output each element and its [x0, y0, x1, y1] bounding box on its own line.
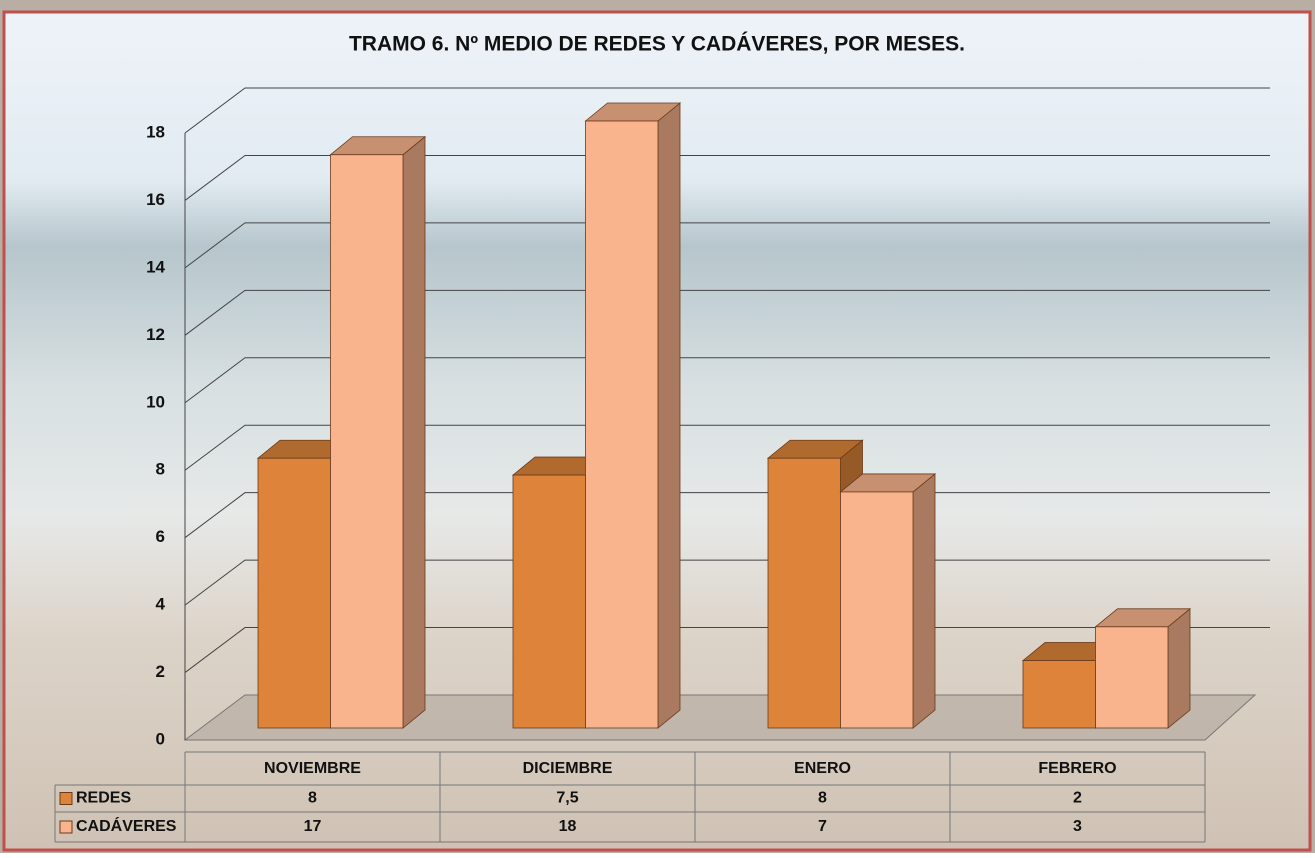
y-tick-label: 10	[146, 392, 165, 411]
data-label: 8	[308, 790, 317, 807]
bar-side	[402, 135, 426, 729]
bar-side	[657, 102, 681, 729]
bar-side	[912, 473, 936, 729]
y-tick-label: 14	[146, 257, 165, 276]
y-tick-label: 4	[156, 595, 166, 614]
grid-line	[184, 87, 1270, 134]
x-tick-label: ENERO	[794, 760, 851, 777]
bar	[839, 473, 937, 729]
grid-line	[184, 424, 1270, 471]
data-label: 8	[818, 790, 827, 807]
bar-front	[585, 120, 659, 729]
x-tick-label: FEBRERO	[1038, 760, 1116, 777]
bar-side	[1167, 607, 1191, 729]
y-tick-label: 0	[156, 729, 165, 748]
data-label: 7,5	[556, 790, 578, 807]
y-tick-label: 12	[146, 325, 165, 344]
grid-line	[184, 222, 1270, 269]
data-label: 18	[559, 818, 577, 835]
bar-front	[1022, 660, 1096, 729]
legend-swatch	[59, 792, 73, 805]
grid-line	[184, 289, 1270, 336]
legend-label: CADÁVERES	[76, 816, 177, 835]
chart-title: TRAMO 6. Nº MEDIO DE REDES Y CADÁVERES, …	[349, 33, 965, 56]
y-tick-label: 18	[146, 122, 165, 141]
y-tick-label: 16	[146, 190, 165, 209]
plot: 0 2 4 6 8 10 12 14 16 18 NOVIEMBRE DICIEMBRE ENERO FE…	[54, 87, 1270, 843]
bar-front	[767, 457, 841, 729]
data-label: 2	[1073, 790, 1082, 807]
data-label: 3	[1073, 818, 1082, 835]
bar-front	[257, 457, 331, 729]
bar-front	[1095, 626, 1169, 729]
y-tick-label: 2	[156, 662, 165, 681]
floor	[183, 694, 1257, 741]
bar-front	[330, 154, 404, 729]
y-tick-label: 8	[156, 460, 165, 479]
bar	[1094, 607, 1192, 729]
grid-line	[184, 154, 1270, 201]
bar-front	[512, 474, 586, 729]
data-label: 7	[818, 818, 827, 835]
bar	[584, 102, 682, 729]
x-tick-label: NOVIEMBRE	[264, 760, 361, 777]
legend-label: REDES	[76, 790, 131, 807]
grid-line	[184, 357, 1270, 404]
data-label: 17	[304, 818, 322, 835]
legend-swatch	[59, 820, 73, 834]
x-tick-label: DICIEMBRE	[523, 760, 613, 777]
bar-front	[840, 491, 914, 729]
bar	[329, 135, 427, 729]
y-tick-label: 6	[156, 527, 165, 546]
